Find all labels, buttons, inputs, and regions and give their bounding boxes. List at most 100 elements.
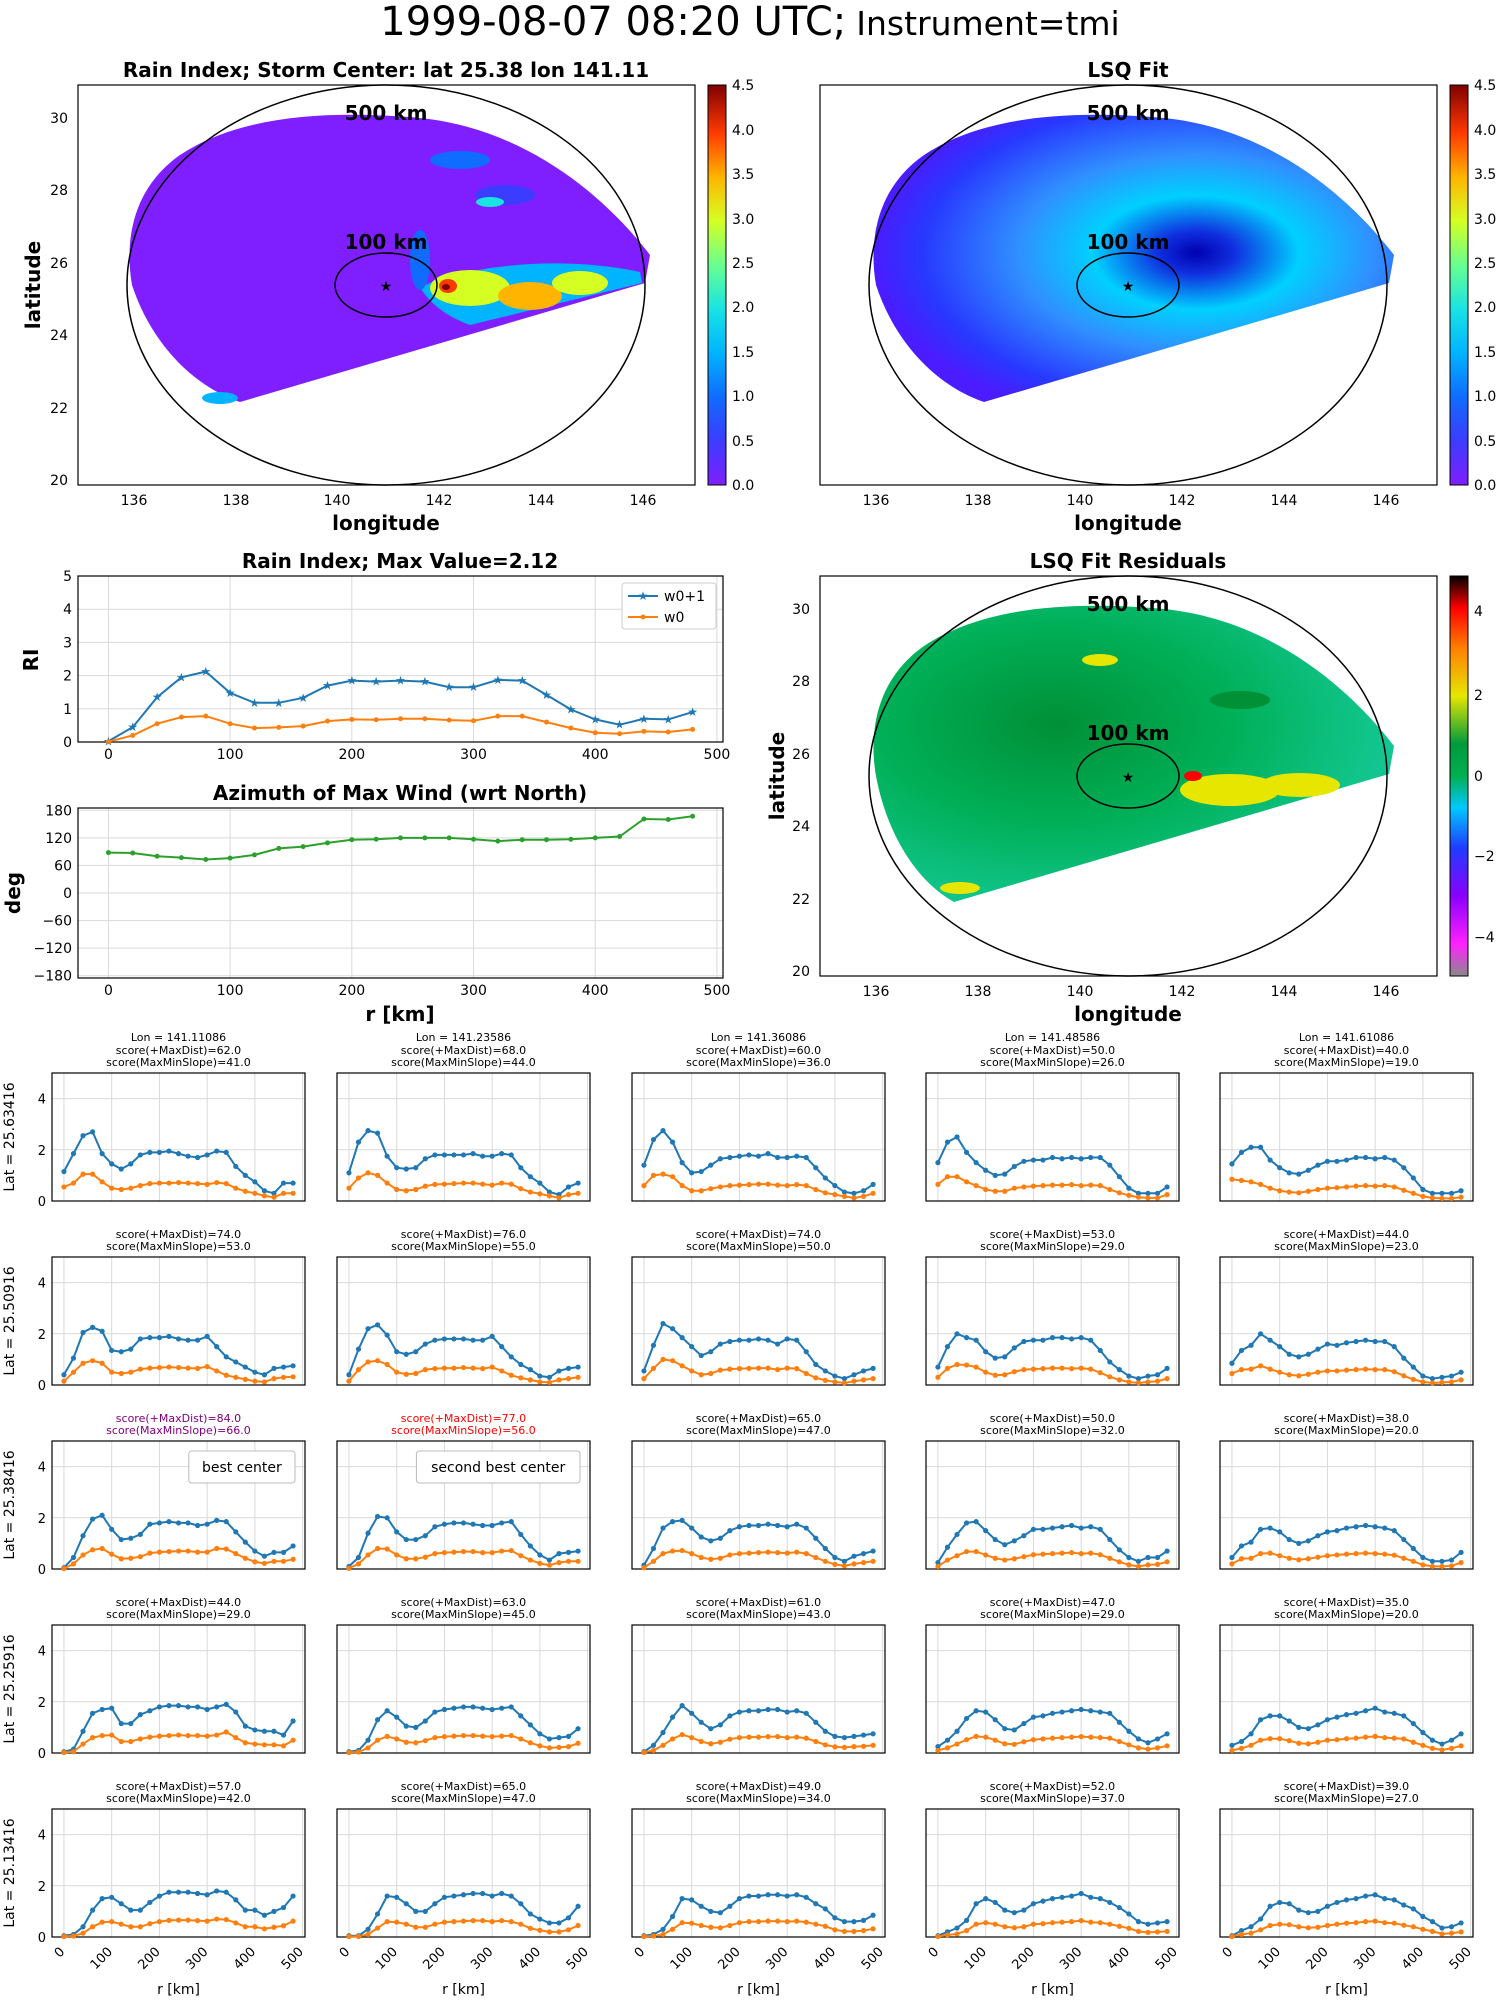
w0-series-point bbox=[384, 1180, 390, 1186]
w0-series-point bbox=[365, 1170, 371, 1176]
w0p1-series-point bbox=[460, 1520, 467, 1526]
w0p1-series-point bbox=[755, 1336, 762, 1342]
w0p1-series-point bbox=[1420, 1729, 1426, 1736]
w0-series-point bbox=[1059, 1735, 1065, 1741]
w0p1-series-point bbox=[556, 1920, 562, 1926]
w0-series-point bbox=[935, 1563, 941, 1570]
x-tick: 136 bbox=[863, 984, 890, 1000]
w0p1-series-point bbox=[166, 1333, 172, 1339]
w0p1-series-point bbox=[1107, 1710, 1113, 1716]
w0-series-point bbox=[489, 1182, 495, 1188]
w0-series-point bbox=[755, 1919, 762, 1925]
w0-series-point bbox=[1315, 1739, 1321, 1745]
w0-series-point bbox=[1267, 1366, 1273, 1372]
w0p1-series-point bbox=[261, 1372, 268, 1378]
w0p1-series-point bbox=[508, 1893, 514, 1899]
w0-series-point bbox=[89, 1547, 96, 1553]
w0p1-series-point bbox=[242, 1539, 248, 1545]
w0p1-series-point bbox=[271, 1190, 277, 1196]
w0p1-series-point bbox=[650, 1742, 657, 1748]
lsq-fit-xlabel: longitude bbox=[1074, 511, 1182, 535]
w0-series-point bbox=[1420, 1562, 1426, 1568]
w0-series-point bbox=[1011, 1185, 1017, 1191]
w0p1-series-point bbox=[166, 1519, 172, 1525]
plot-area bbox=[926, 1073, 1179, 1201]
w0-series-point bbox=[1401, 1736, 1407, 1742]
subplot-score-maxminslope: score(MaxMinSlope)=36.0 bbox=[686, 1056, 831, 1069]
w0-series-point bbox=[403, 1188, 409, 1194]
plot-area bbox=[632, 1257, 885, 1385]
x-tick-label: 200 bbox=[420, 1945, 448, 1973]
w0p1-series-point bbox=[508, 1354, 514, 1360]
w0p1-series-point bbox=[1296, 1907, 1302, 1913]
w0p1-series-point bbox=[1372, 1705, 1378, 1711]
w0-series-point bbox=[242, 1924, 248, 1930]
subplot: 0 100 200 300 400 500score(+MaxDist)=65.0scor… bbox=[336, 1780, 592, 1998]
w0p1-series-point bbox=[252, 1548, 258, 1554]
w0-series-point bbox=[242, 1188, 248, 1194]
residuals-100km-ring bbox=[1076, 743, 1180, 809]
w0p1-series-point bbox=[755, 1153, 762, 1159]
w0-series-point bbox=[556, 1929, 562, 1935]
w0p1-series-point bbox=[1439, 1190, 1445, 1196]
w0p1-series-point bbox=[252, 1907, 258, 1913]
w0-series-point bbox=[1305, 1741, 1311, 1747]
w0-series-point bbox=[1097, 1735, 1103, 1741]
w0-series-point bbox=[1097, 1183, 1103, 1189]
w0p1-series-point bbox=[1248, 1144, 1254, 1150]
w0p1-series-point bbox=[698, 1534, 704, 1540]
w0-series-point bbox=[1126, 1192, 1132, 1198]
w0-series-point bbox=[223, 1546, 229, 1552]
w0-series-point bbox=[374, 1172, 381, 1178]
subplot-lat-label: Lat = 25.50916 bbox=[2, 1266, 18, 1375]
w0-series-point bbox=[669, 1736, 676, 1742]
w0p1-series-point bbox=[1154, 1554, 1161, 1561]
w0p1-series-point bbox=[794, 1153, 800, 1159]
w0-series-point bbox=[290, 1918, 296, 1924]
w0-series-point bbox=[1154, 1378, 1161, 1384]
w0p1-series-point bbox=[394, 1349, 400, 1355]
w0-series-point bbox=[1040, 1736, 1046, 1742]
w0-series-point bbox=[214, 1916, 220, 1922]
w0p1-series-point bbox=[185, 1153, 191, 1159]
w0p1-series-point bbox=[575, 1726, 581, 1732]
w0p1-series-point bbox=[1059, 1894, 1065, 1900]
axes-frame bbox=[51, 1256, 306, 1386]
w0-series-point bbox=[271, 1376, 277, 1382]
w0p1-series-point bbox=[1448, 1557, 1455, 1563]
w0p1-series-point bbox=[384, 1708, 390, 1714]
axes-frame bbox=[77, 575, 724, 743]
w0p1-series-point bbox=[109, 1526, 115, 1532]
w0p1-series-point bbox=[1097, 1154, 1103, 1161]
axes-frame bbox=[631, 1624, 886, 1754]
axes-frame bbox=[336, 1256, 591, 1386]
y-tick-label: 2 bbox=[38, 1144, 46, 1159]
w0p1-series-point: ★ bbox=[395, 674, 406, 688]
subplot-lon-label: Lon = 141.36086 bbox=[711, 1031, 806, 1044]
w0-series-point bbox=[156, 1180, 163, 1186]
w0-series-point bbox=[403, 1921, 409, 1927]
w0-series-point bbox=[755, 1734, 762, 1740]
w0p1-series-point bbox=[1391, 1710, 1397, 1716]
w0p1-series-point bbox=[679, 1517, 685, 1523]
azimuth-series-point bbox=[178, 855, 184, 861]
w0-series-point bbox=[784, 1183, 790, 1189]
axes-frame bbox=[925, 1256, 1180, 1386]
w0-series-point bbox=[983, 1552, 989, 1558]
azimuth-series-point bbox=[592, 835, 598, 841]
w0p1-series-point bbox=[1343, 1340, 1350, 1346]
subplot-score-maxminslope: score(MaxMinSlope)=37.0 bbox=[980, 1792, 1125, 1805]
w0p1-series-point bbox=[983, 1349, 989, 1355]
w0-series-point bbox=[556, 1195, 562, 1201]
residuals-xlabel: longitude bbox=[1074, 1002, 1182, 1026]
w0p1-series-point bbox=[963, 1335, 970, 1341]
w0p1-series-point bbox=[1277, 1899, 1283, 1906]
w0-series-point bbox=[575, 1740, 581, 1746]
w0p1-series-point bbox=[679, 1703, 685, 1709]
w0-series-point bbox=[1343, 1920, 1350, 1926]
w0p1-series-point bbox=[1068, 1154, 1075, 1161]
w0-series-point bbox=[1049, 1365, 1056, 1371]
azimuth-series-point bbox=[227, 855, 233, 861]
w0-series-point bbox=[118, 1370, 124, 1377]
